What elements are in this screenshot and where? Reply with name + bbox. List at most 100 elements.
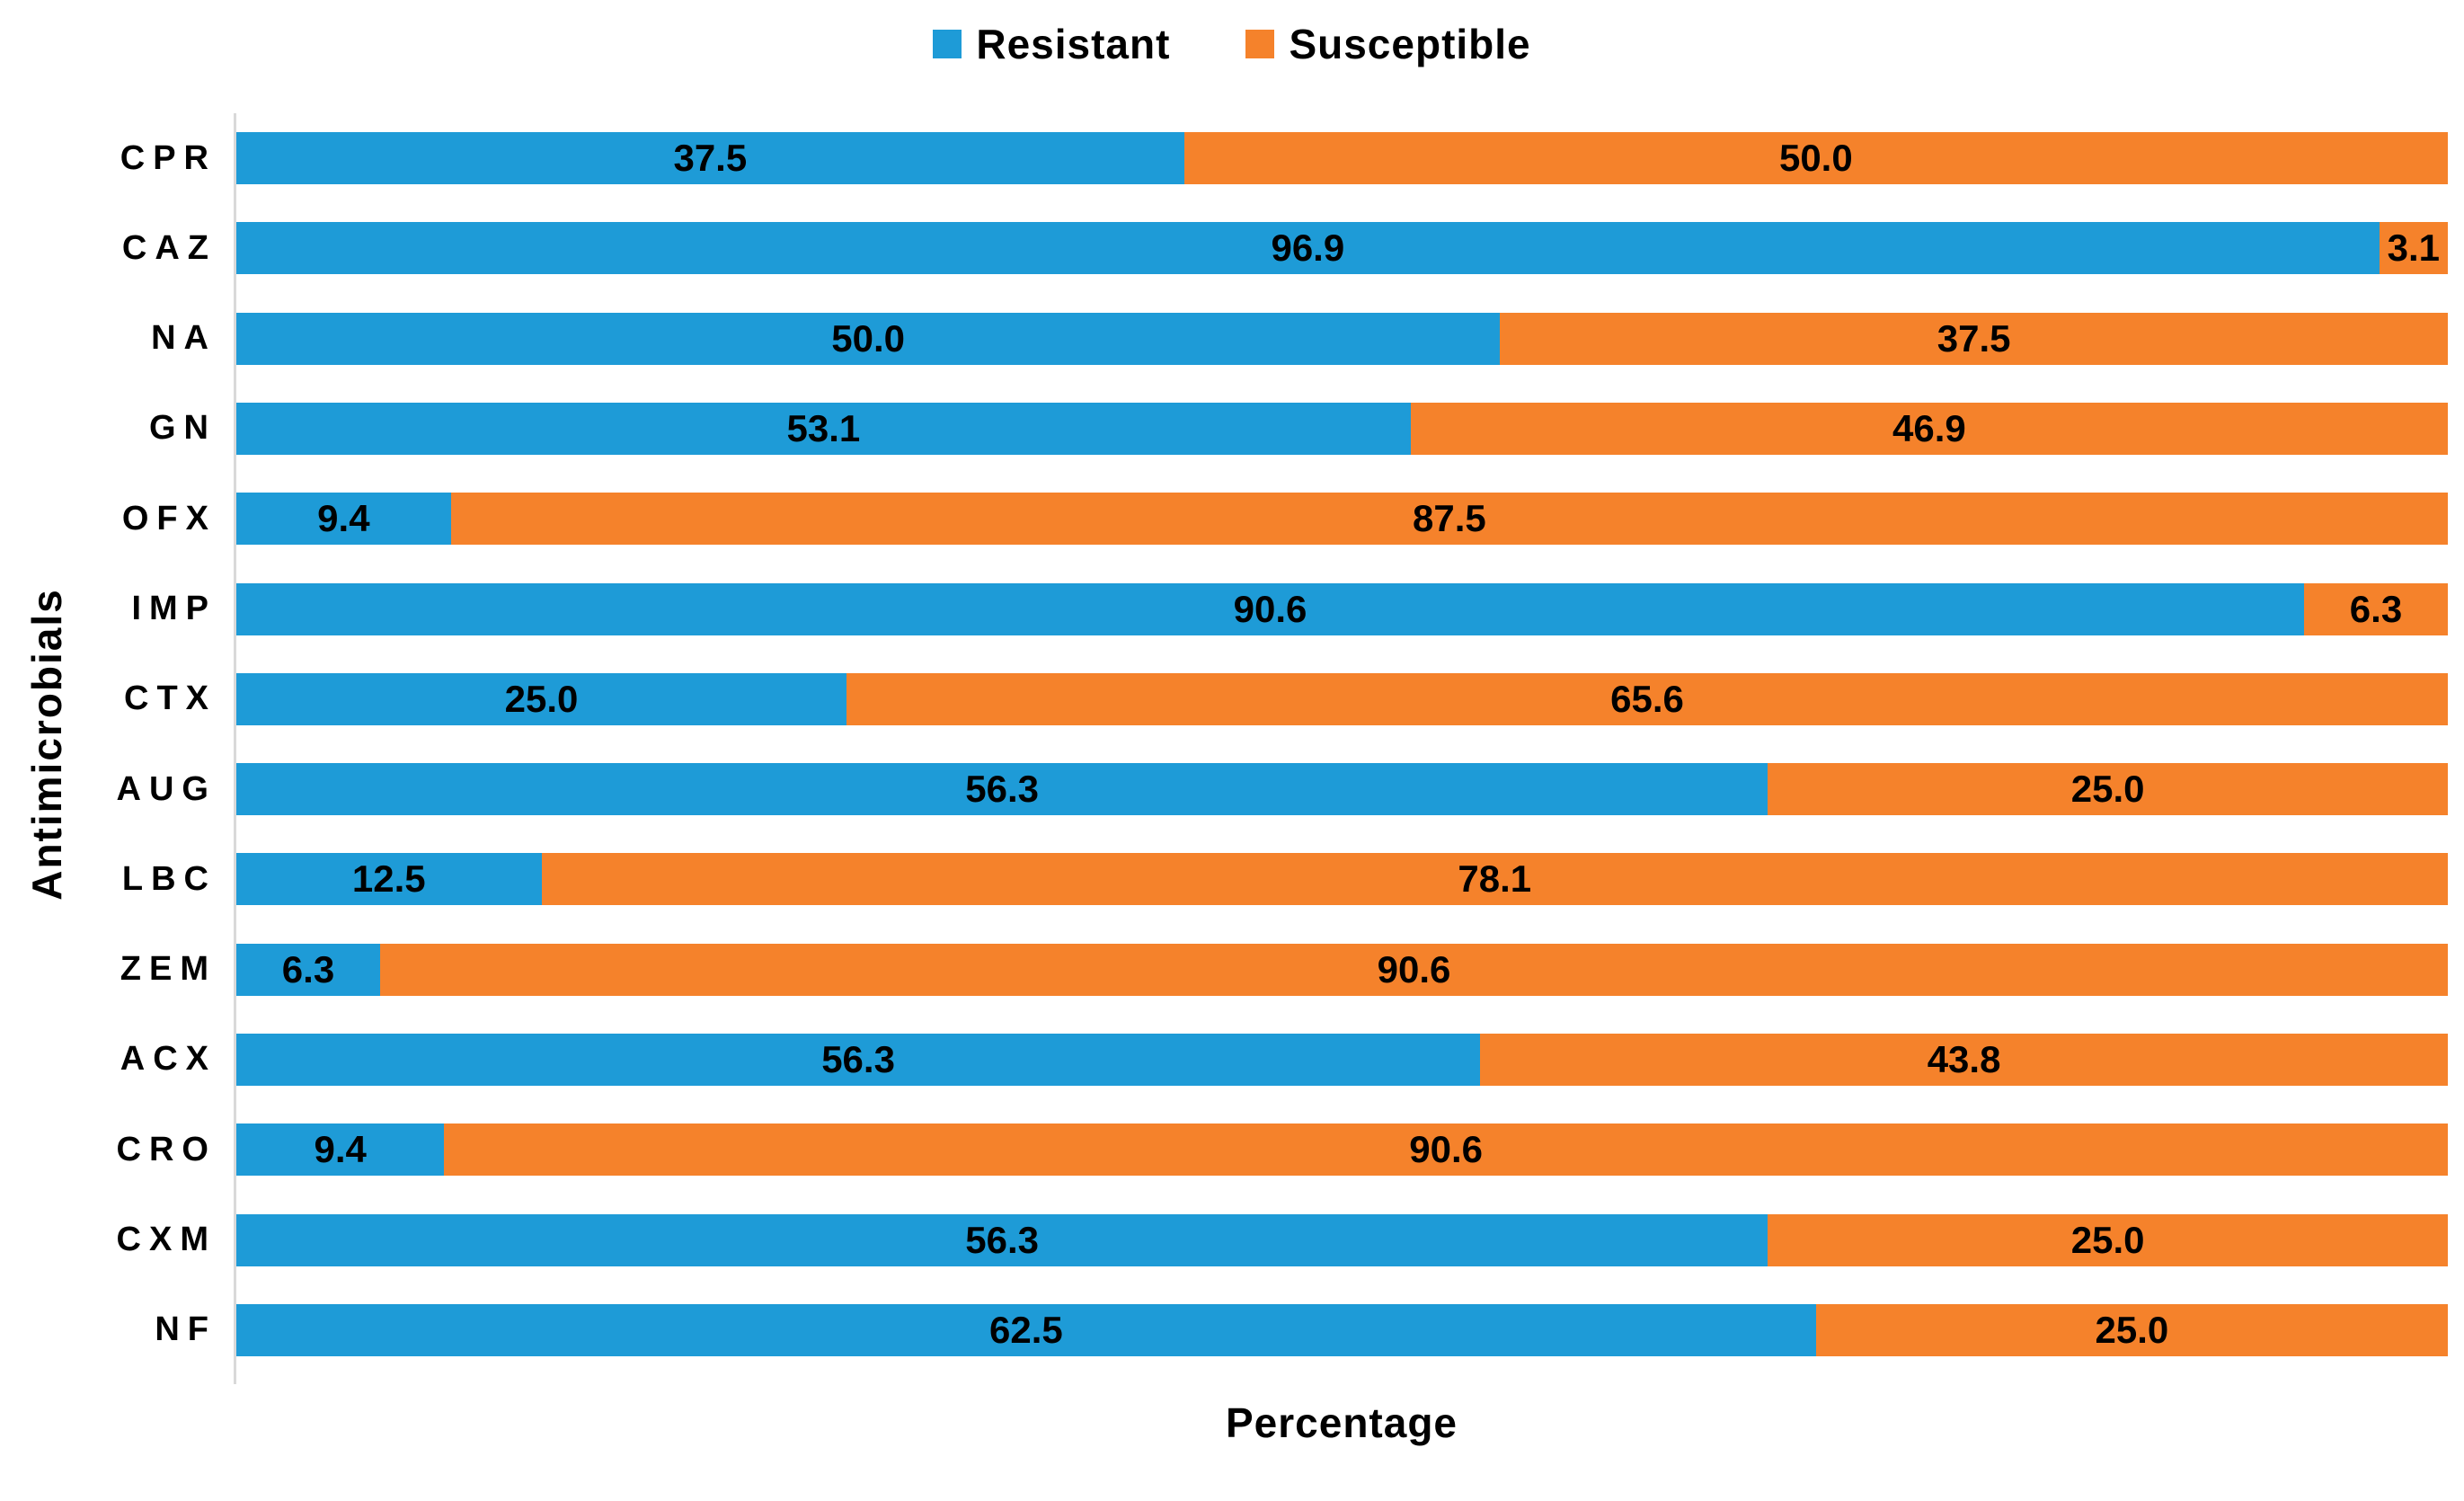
category-label: LBC: [121, 859, 217, 898]
category-label: CTX: [124, 679, 217, 718]
category-label: GN: [149, 409, 217, 448]
resistant-segment: 90.6: [236, 582, 2304, 635]
resistant-segment: 56.3: [236, 763, 1768, 816]
legend-item-susceptible: Susceptible: [1245, 20, 1530, 68]
susceptible-value-label: 87.5: [1412, 497, 1486, 540]
stacked-bar: 56.3 43.8: [236, 1033, 2448, 1086]
chart-row: LBC 12.5 78.1: [81, 834, 2448, 924]
susceptible-swatch-icon: [1245, 30, 1275, 58]
resistant-segment: 56.3: [236, 1033, 1481, 1086]
resistant-value-label: 56.3: [965, 1218, 1039, 1261]
chart-row: AUG 56.3 25.0: [81, 744, 2448, 834]
susceptible-value-label: 25.0: [2070, 1218, 2145, 1261]
resistant-value-label: 6.3: [281, 947, 335, 990]
stacked-bar: 56.3 25.0: [236, 1213, 2448, 1266]
susceptible-segment: 50.0: [1183, 132, 2448, 185]
stacked-bar: 6.3 90.6: [236, 943, 2448, 996]
susceptible-segment: 90.6: [380, 943, 2448, 996]
chart-row: IMP 90.6 6.3: [81, 564, 2448, 653]
susceptible-segment: 90.6: [444, 1124, 2448, 1177]
chart-row: CRO 9.4 90.6: [81, 1105, 2448, 1195]
resistant-value-label: 53.1: [786, 406, 861, 449]
resistant-value-label: 9.4: [314, 1128, 367, 1171]
stacked-bar: 56.3 25.0: [236, 763, 2448, 816]
susceptible-segment: 65.6: [846, 672, 2448, 725]
susceptible-segment: 3.1: [2379, 222, 2448, 275]
category-label: OFX: [121, 499, 217, 537]
resistant-segment: 50.0: [236, 312, 1501, 365]
susceptible-value-label: 25.0: [2095, 1308, 2169, 1351]
legend-item-resistant: Resistant: [933, 20, 1170, 68]
resistant-value-label: 9.4: [317, 497, 370, 540]
chart-row: NA 50.0 37.5: [81, 294, 2448, 384]
chart-row: GN 53.1 46.9: [81, 384, 2448, 474]
resistant-value-label: 90.6: [1233, 587, 1307, 630]
chart-row: CXM 56.3 25.0: [81, 1195, 2448, 1284]
chart-row: CTX 25.0 65.6: [81, 654, 2448, 744]
category-label: AUG: [116, 769, 217, 808]
susceptible-value-label: 90.6: [1377, 947, 1451, 990]
susceptible-segment: 6.3: [2303, 582, 2448, 635]
legend: Resistant Susceptible: [0, 20, 2464, 68]
susceptible-segment: 87.5: [450, 493, 2448, 546]
chart-row: ACX 56.3 43.8: [81, 1015, 2448, 1105]
susceptible-value-label: 37.5: [1937, 316, 2011, 360]
category-label: CRO: [116, 1130, 217, 1168]
resistant-value-label: 56.3: [821, 1037, 895, 1080]
chart-row: CAZ 96.9 3.1: [81, 203, 2448, 293]
resistant-value-label: 50.0: [831, 316, 906, 360]
susceptible-segment: 46.9: [1410, 402, 2448, 455]
resistant-value-label: 96.9: [1271, 226, 1345, 270]
category-label: NF: [155, 1310, 217, 1349]
resistant-segment: 9.4: [236, 493, 451, 546]
resistant-value-label: 37.5: [673, 137, 748, 180]
stacked-bar: 50.0 37.5: [236, 312, 2448, 365]
susceptible-value-label: 65.6: [1610, 677, 1684, 720]
susceptible-value-label: 43.8: [1927, 1037, 2001, 1080]
resistant-segment: 25.0: [236, 672, 847, 725]
chart-row: CPR 37.5 50.0: [81, 113, 2448, 203]
chart-row: OFX 9.4 87.5: [81, 474, 2448, 564]
category-label: CAZ: [121, 228, 217, 267]
susceptible-segment: 25.0: [1768, 763, 2448, 816]
chart-row: NF 62.5 25.0: [81, 1285, 2448, 1375]
legend-label-resistant: Resistant: [976, 21, 1171, 67]
susceptible-segment: 78.1: [541, 853, 2448, 906]
legend-label-susceptible: Susceptible: [1289, 21, 1531, 67]
y-axis-title: Antimicrobials: [23, 588, 70, 901]
stacked-bar: 37.5 50.0: [236, 132, 2448, 185]
resistant-segment: 53.1: [236, 402, 1411, 455]
stacked-bar: 53.1 46.9: [236, 402, 2448, 455]
resistant-segment: 12.5: [236, 853, 542, 906]
susceptible-value-label: 78.1: [1458, 857, 1532, 901]
stacked-bar: 96.9 3.1: [236, 222, 2448, 275]
stacked-bar: 62.5 25.0: [236, 1303, 2448, 1356]
resistant-segment: 56.3: [236, 1213, 1768, 1266]
susceptible-value-label: 90.6: [1409, 1128, 1484, 1171]
stacked-bar: 12.5 78.1: [236, 853, 2448, 906]
resistant-segment: 37.5: [236, 132, 1184, 185]
category-label: CPR: [120, 138, 217, 177]
resistant-value-label: 25.0: [504, 677, 579, 720]
resistant-swatch-icon: [933, 30, 962, 58]
susceptible-segment: 25.0: [1815, 1303, 2448, 1356]
resistant-segment: 9.4: [236, 1124, 445, 1177]
chart-row: ZEM 6.3 90.6: [81, 925, 2448, 1015]
resistant-segment: 6.3: [236, 943, 380, 996]
stacked-bar: 9.4 87.5: [236, 493, 2448, 546]
susceptible-value-label: 46.9: [1892, 406, 1966, 449]
category-label: NA: [151, 319, 217, 358]
category-label: CXM: [116, 1221, 217, 1259]
category-label: ZEM: [120, 950, 217, 989]
susceptible-segment: 43.8: [1480, 1033, 2448, 1086]
stacked-bar: 90.6 6.3: [236, 582, 2448, 635]
stacked-bar: 9.4 90.6: [236, 1124, 2448, 1177]
resistant-segment: 96.9: [236, 222, 2380, 275]
susceptible-value-label: 25.0: [2070, 768, 2145, 811]
stacked-bar: 25.0 65.6: [236, 672, 2448, 725]
category-label: IMP: [131, 590, 217, 628]
plot-area: CPR 37.5 50.0 CAZ 96.9 3.1 NA 50.0 37.5 GN 53.1 46.…: [81, 113, 2448, 1384]
susceptible-segment: 37.5: [1500, 312, 2448, 365]
resistant-value-label: 56.3: [965, 768, 1039, 811]
susceptible-segment: 25.0: [1768, 1213, 2448, 1266]
